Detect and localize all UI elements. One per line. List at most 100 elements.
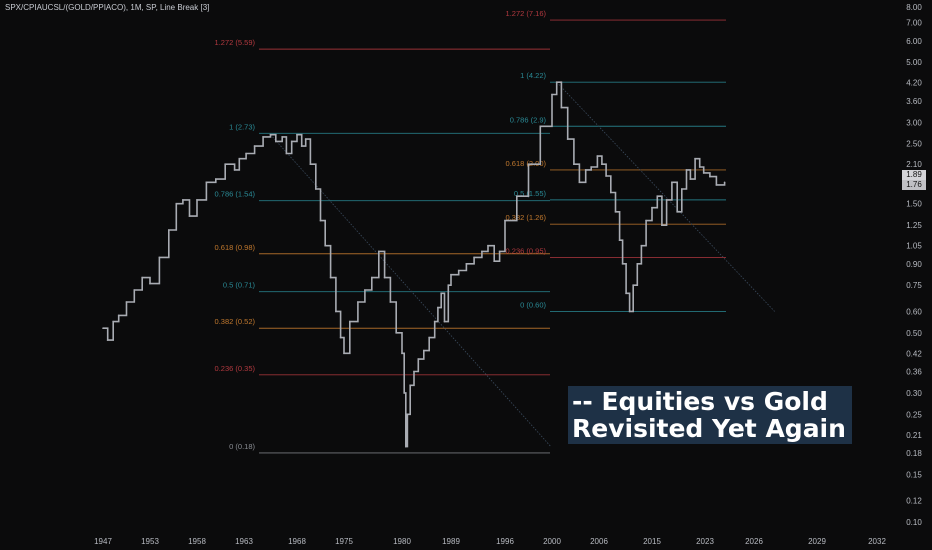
chart-title: SPX/CPIAUCSL/(GOLD/PPIACO), 1M, SP, Line… — [5, 3, 210, 12]
y-tick-label: 0.42 — [906, 349, 922, 358]
price-point — [443, 320, 446, 323]
y-tick-label: 1.50 — [906, 200, 922, 209]
y-tick-label: 1.05 — [906, 242, 922, 251]
y-tick-label: 0.21 — [906, 431, 922, 440]
price-point — [539, 125, 542, 128]
price-point — [621, 263, 624, 265]
price-point — [149, 282, 151, 285]
fib-level-label: 0.618 (0.98) — [215, 243, 256, 252]
price-point — [596, 155, 599, 157]
price-point — [168, 229, 170, 231]
price-point — [106, 339, 109, 341]
price-point — [566, 138, 569, 140]
price-point — [661, 224, 663, 226]
price-point — [158, 256, 161, 259]
price-point — [551, 93, 553, 96]
y-tick-label: 0.50 — [906, 329, 922, 338]
y-tick-label: 2.50 — [906, 140, 922, 149]
y-tick-label: 5.00 — [906, 58, 922, 67]
y-tick-label: 7.00 — [906, 19, 922, 28]
trendlines — [270, 81, 775, 447]
price-point — [406, 413, 409, 416]
x-tick-label: 1953 — [141, 537, 159, 546]
x-tick-label: 1968 — [288, 537, 306, 546]
price-point — [233, 169, 236, 171]
price-point — [133, 289, 136, 291]
price-point — [117, 314, 120, 317]
price-point — [357, 301, 359, 303]
fib-level-label: 0 (0.60) — [520, 300, 546, 309]
price-point — [224, 163, 226, 165]
price-point — [296, 133, 298, 136]
price-point — [428, 336, 431, 339]
price-point — [450, 273, 452, 276]
price-point — [343, 352, 345, 355]
price-point — [584, 169, 587, 171]
price-point — [614, 211, 617, 213]
x-tick-label: 1963 — [235, 537, 253, 546]
fib-level-label: 0 (0.18) — [229, 442, 255, 451]
price-point — [651, 206, 653, 209]
price-point — [125, 301, 128, 303]
price-point — [640, 244, 643, 247]
price-point — [560, 106, 563, 109]
price-point — [555, 81, 558, 83]
fib-level-label: 0.236 (0.35) — [215, 364, 256, 373]
price-point — [196, 199, 198, 201]
price-point — [573, 163, 575, 165]
last-value-badge-secondary: 1.76 — [902, 180, 926, 190]
y-tick-label: 0.60 — [906, 307, 922, 316]
price-point — [685, 169, 688, 171]
price-point — [447, 284, 450, 287]
x-tick-label: 1947 — [94, 537, 112, 546]
price-point — [473, 256, 475, 259]
headline-banner: -- Equities vs Gold Revisited Yet Again — [568, 386, 852, 444]
x-tick-label: 1980 — [393, 537, 411, 546]
price-point — [618, 239, 621, 241]
x-tick-label: 2023 — [696, 537, 714, 546]
x-tick-label: 2006 — [590, 537, 608, 546]
price-point — [698, 166, 701, 168]
price-point — [335, 310, 337, 313]
price-point — [516, 195, 518, 197]
fib-level-label: 0.786 (2.9) — [510, 115, 547, 124]
y-tick-label: 0.18 — [906, 449, 922, 458]
price-line[interactable] — [103, 81, 726, 448]
y-tick-label: 1.25 — [906, 221, 922, 230]
price-point — [628, 310, 631, 313]
price-point — [487, 244, 489, 247]
y-tick-label: 0.36 — [906, 367, 922, 376]
price-point — [262, 136, 264, 138]
y-tick-label: 4.20 — [906, 79, 922, 88]
price-series — [102, 81, 726, 448]
price-point — [493, 260, 496, 263]
y-tick-label: 0.25 — [906, 410, 922, 419]
price-point — [504, 219, 506, 222]
price-point — [364, 289, 366, 291]
fib-level-label: 1.272 (7.16) — [506, 9, 547, 18]
y-tick-label: 6.00 — [906, 37, 922, 46]
fib-level-label: 0.236 (0.95) — [506, 246, 547, 255]
price-point — [188, 215, 191, 217]
trendline[interactable] — [556, 81, 775, 312]
fib-level-label: 0.5 (1.55) — [514, 189, 547, 198]
price-point — [205, 181, 208, 184]
price-point — [409, 384, 412, 387]
fib-level-label: 0.786 (1.54) — [215, 190, 256, 199]
price-point — [636, 263, 639, 265]
price-point — [590, 166, 592, 168]
price-point — [656, 195, 659, 197]
trendline[interactable] — [270, 134, 552, 447]
price-point — [625, 292, 627, 295]
price-point — [405, 445, 407, 448]
price-point — [689, 178, 692, 180]
price-point — [709, 175, 711, 178]
price-point — [465, 263, 468, 265]
price-point — [300, 145, 303, 147]
x-tick-label: 1996 — [496, 537, 514, 546]
price-point — [715, 184, 718, 186]
fib-level-label: 0.382 (0.52) — [215, 317, 256, 326]
price-point — [681, 188, 683, 190]
price-point — [378, 250, 380, 253]
